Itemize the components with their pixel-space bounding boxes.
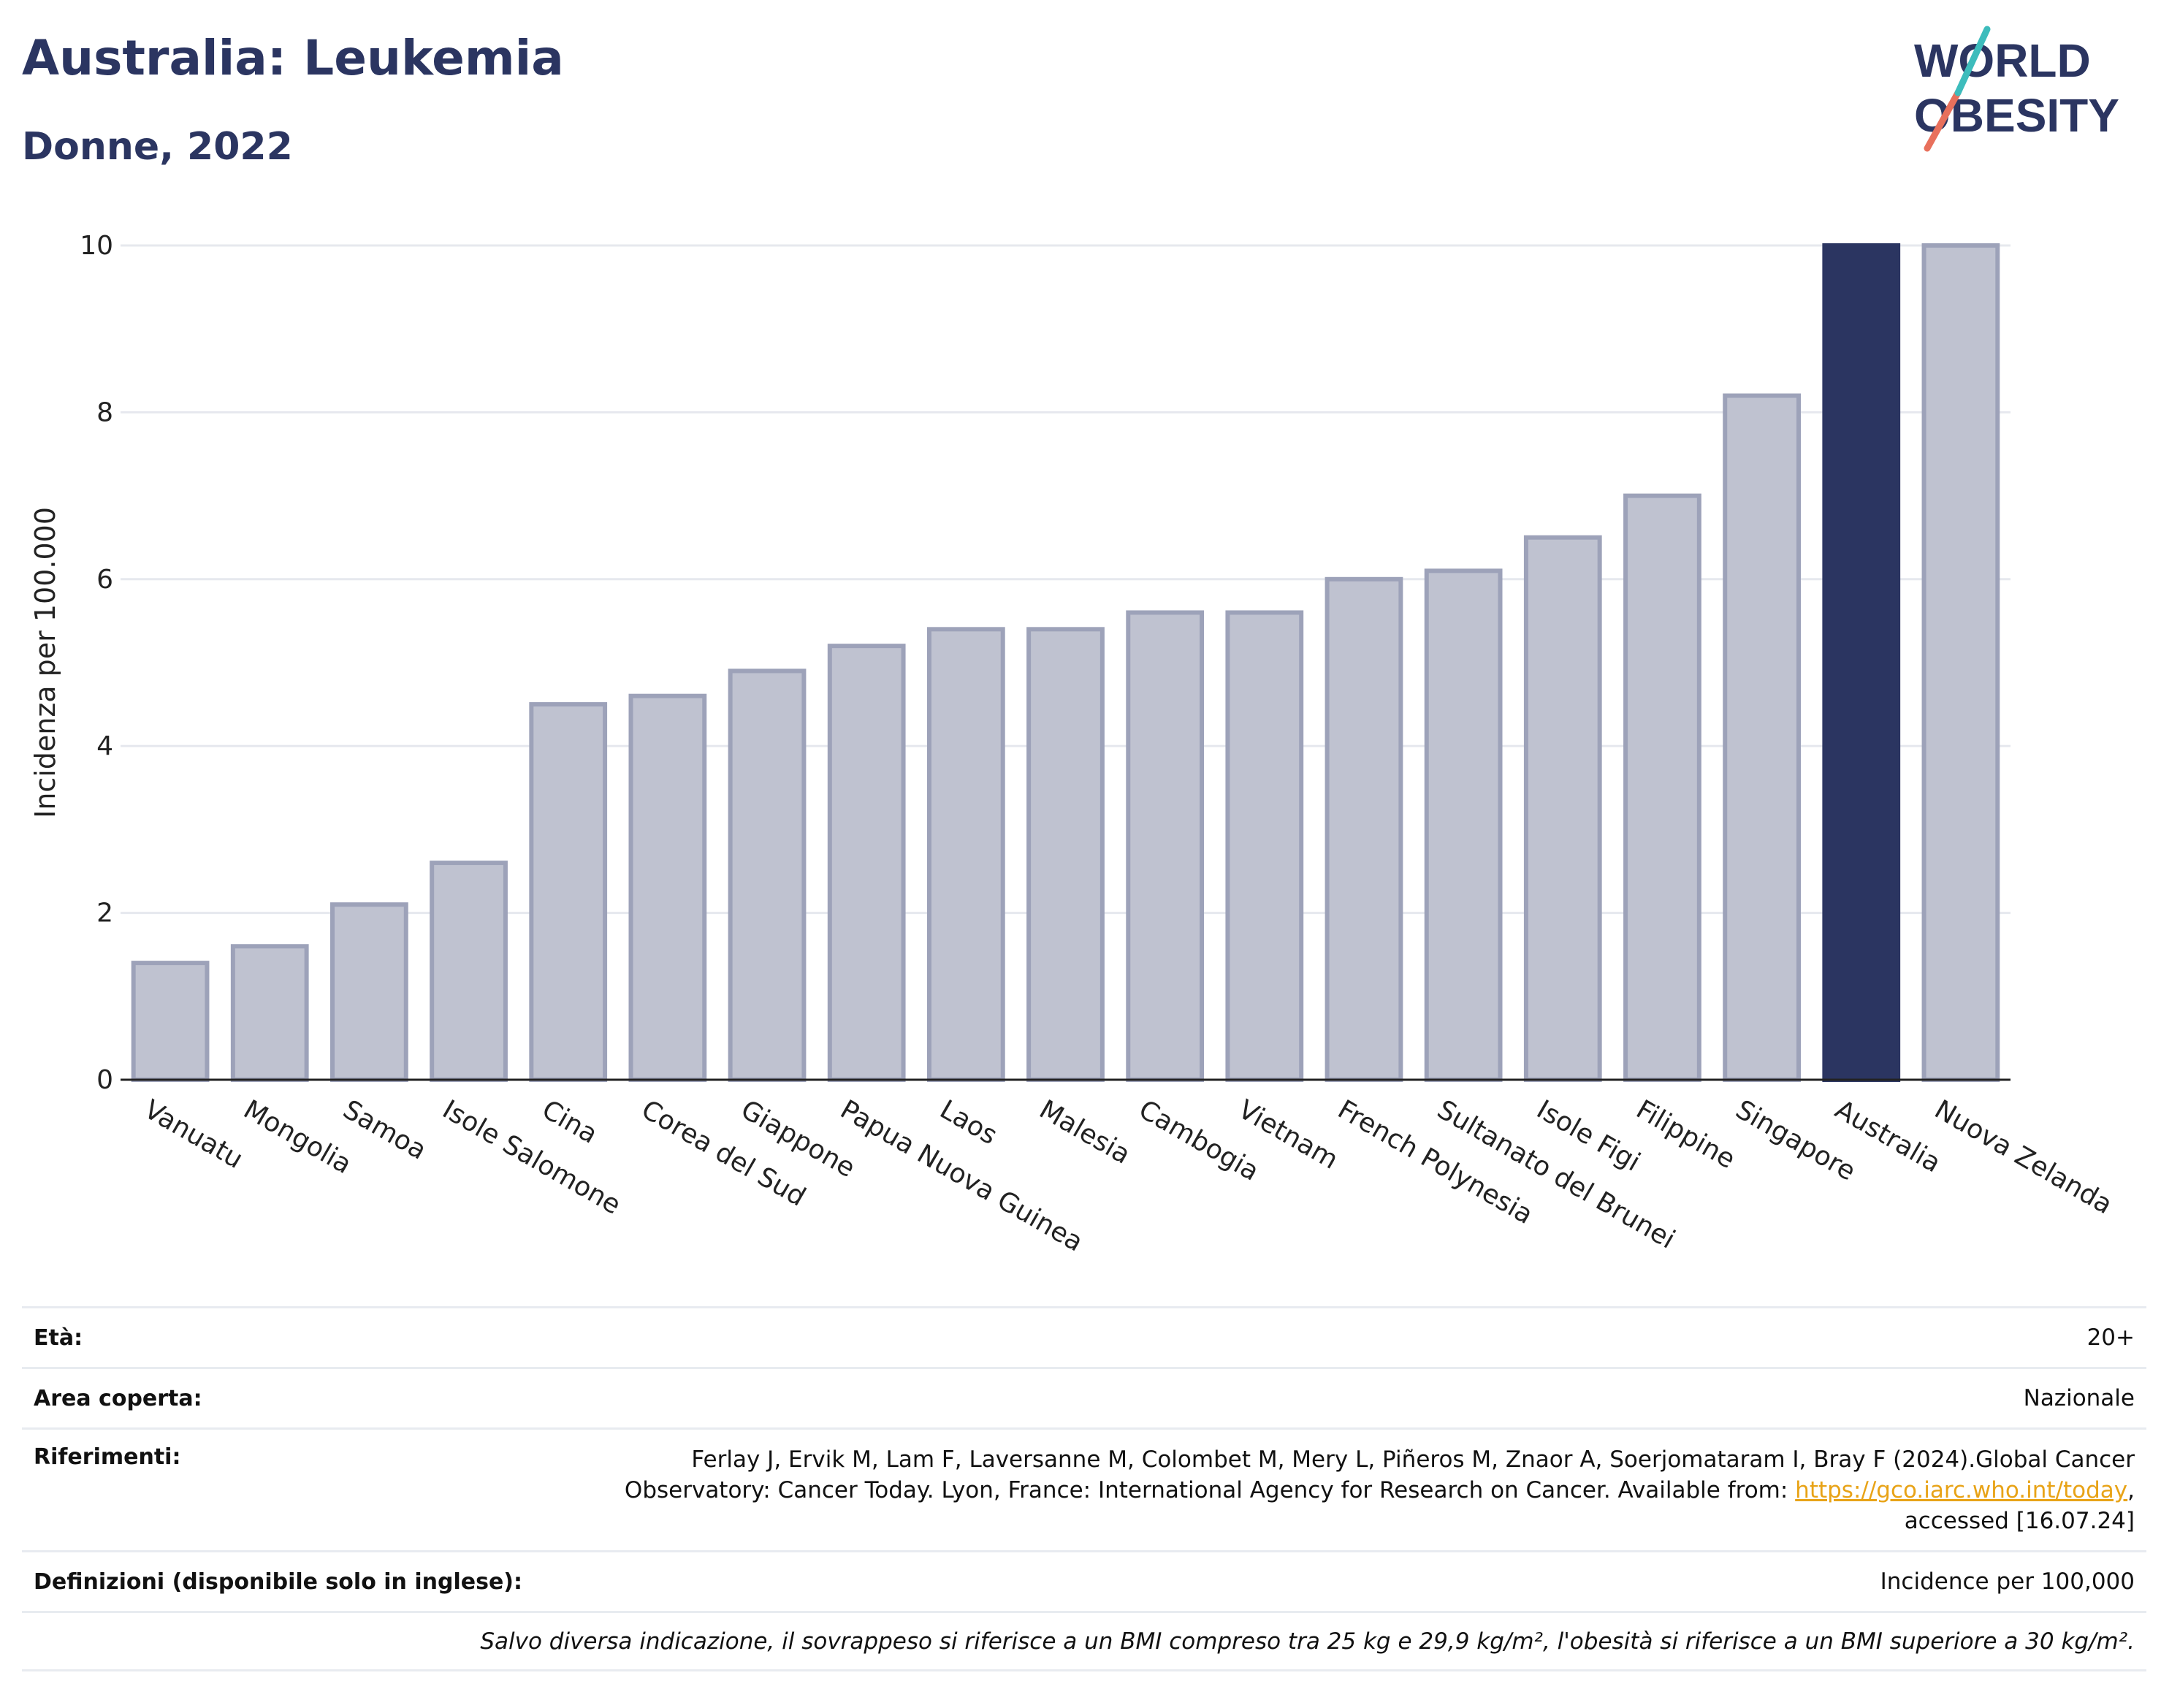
y-tick-label: 6 (96, 565, 113, 595)
y-tick-label: 10 (80, 231, 113, 261)
bar-australia[interactable] (1822, 243, 1901, 1082)
age-value: 20+ (2086, 1324, 2135, 1351)
y-axis-title: Incidenza per 100.000 (29, 507, 61, 818)
bar-isole-salomone[interactable] (430, 861, 508, 1082)
area-label: Area coperta: (34, 1385, 202, 1411)
y-axis-ticks: 0 2 4 6 8 10 (80, 231, 113, 1095)
bar-corea-del-sud[interactable] (628, 693, 707, 1082)
references-value: Ferlay J, Ervik M, Lam F, Laversanne M, … (527, 1444, 2135, 1536)
bar-nuova-zelanda[interactable] (1921, 243, 2000, 1082)
bar-isole-figi[interactable] (1523, 535, 1602, 1082)
x-tick-label: Cina (537, 1094, 603, 1150)
bar-vanuatu[interactable] (131, 961, 210, 1082)
y-tick-label: 0 (96, 1065, 113, 1095)
bar-singapore[interactable] (1723, 393, 1801, 1082)
page-title: Australia: Leukemia (22, 30, 564, 86)
reference-line-3: accessed [16.07.24] (1904, 1508, 2135, 1534)
bar-filippine[interactable] (1623, 493, 1701, 1082)
page-subtitle: Donne, 2022 (22, 125, 293, 169)
reference-line-2-text: Observatory: Cancer Today. Lyon, France:… (624, 1477, 1796, 1503)
x-tick-label: Corea del Sud (636, 1094, 811, 1212)
bar-giappone[interactable] (728, 668, 807, 1082)
bar-cina[interactable] (529, 702, 608, 1082)
bar-sultanato-del-brunei[interactable] (1424, 568, 1503, 1082)
bar-laos[interactable] (926, 627, 1005, 1082)
x-tick-label: Laos (934, 1094, 1002, 1151)
bars (131, 243, 2000, 1083)
obesity-definition-note: Salvo diversa indicazione, il sovrappeso… (480, 1628, 2135, 1655)
reference-line-2-end: , (2127, 1477, 2135, 1503)
bar-malesia[interactable] (1026, 627, 1105, 1082)
info-row-definitions: Definizioni (disponibile solo in inglese… (22, 1550, 2146, 1611)
y-tick-label: 8 (96, 397, 113, 427)
bar-mongolia[interactable] (230, 944, 309, 1083)
definitions-label: Definizioni (disponibile solo in inglese… (34, 1568, 522, 1595)
info-row-references: Riferimenti: Ferlay J, Ervik M, Lam F, L… (22, 1427, 2146, 1550)
bar-cambogia[interactable] (1126, 610, 1205, 1082)
x-tick-label: Malesia (1034, 1094, 1135, 1170)
x-tick-label: Mongolia (238, 1094, 357, 1180)
x-tick-label: Nuova Zelanda (1929, 1094, 2117, 1220)
y-tick-label: 4 (96, 731, 113, 761)
info-row-age: Età: 20+ (22, 1306, 2146, 1367)
x-tick-label: Vanuatu (139, 1094, 248, 1175)
area-value: Nazionale (2023, 1385, 2135, 1411)
y-tick-label: 2 (96, 899, 113, 929)
bar-samoa[interactable] (330, 902, 408, 1083)
bar-papua-nuova-guinea[interactable] (827, 644, 906, 1082)
age-label: Età: (34, 1324, 83, 1351)
reference-link[interactable]: https://gco.iarc.who.int/today (1795, 1477, 2128, 1503)
reference-line-2: Observatory: Cancer Today. Lyon, France:… (527, 1475, 2135, 1506)
svg-text:WORLD: WORLD (1914, 34, 2091, 87)
x-tick-label: Filippine (1631, 1094, 1740, 1175)
world-obesity-logo: WORLD OBESITY (1914, 26, 2119, 152)
info-row-area: Area coperta: Nazionale (22, 1367, 2146, 1427)
reference-line-1: Ferlay J, Ervik M, Lam F, Laversanne M, … (691, 1446, 2135, 1473)
x-tick-label: Isole Salomone (438, 1094, 626, 1221)
bar-vietnam[interactable] (1225, 610, 1304, 1082)
bar-french-polynesia[interactable] (1325, 576, 1403, 1082)
references-label: Riferimenti: (34, 1444, 181, 1470)
definitions-value: Incidence per 100,000 (1880, 1568, 2135, 1595)
info-row-note: Salvo diversa indicazione, il sovrappeso… (22, 1611, 2146, 1671)
info-table: Età: 20+ Area coperta: Nazionale Riferim… (22, 1306, 2146, 1671)
